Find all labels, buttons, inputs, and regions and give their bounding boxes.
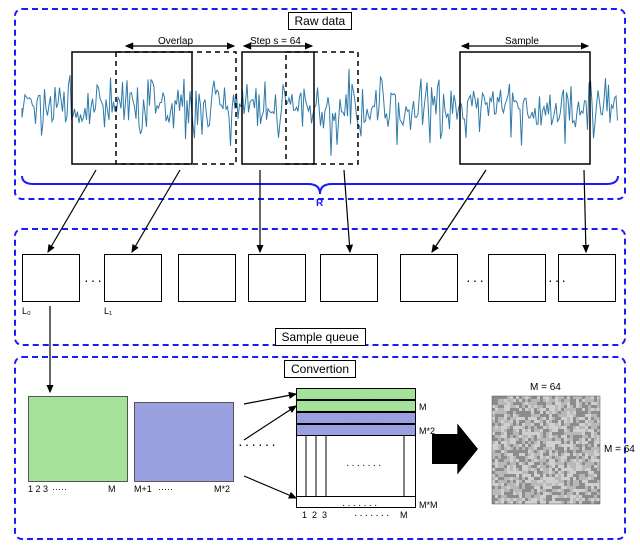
label-m64-side: M = 64 <box>604 444 635 455</box>
matrix-label: M*2 <box>419 426 435 436</box>
series-box <box>134 402 234 482</box>
ellipsis: ······ <box>238 436 278 452</box>
queue-thumb <box>248 254 306 302</box>
chip-raw: Raw data <box>288 12 353 30</box>
queue-thumb <box>104 254 162 302</box>
chip-queue: Sample queue <box>275 328 366 346</box>
series-box <box>28 396 128 482</box>
ellipsis: ··· <box>466 272 486 288</box>
chip-conv: Convertion <box>284 360 356 378</box>
axis-label: M+1 <box>134 484 152 494</box>
ellipsis: ··· <box>548 272 568 288</box>
axis-ellipsis: ····· <box>52 484 67 494</box>
axis-label: 1 2 3 <box>28 484 48 494</box>
axis-label: M*2 <box>214 484 230 494</box>
queue-thumb <box>488 254 546 302</box>
thumb-label: L₀ <box>22 306 31 316</box>
queue-thumb <box>400 254 458 302</box>
matrix-label: M <box>400 510 408 520</box>
ellipsis: ······· <box>346 394 383 405</box>
queue-thumb <box>320 254 378 302</box>
axis-label: M <box>108 484 116 494</box>
matrix-label: M*M <box>419 500 438 510</box>
matrix-label: 2 <box>312 510 317 520</box>
ellipsis: ······· <box>346 418 383 429</box>
axis-ellipsis: ····· <box>158 484 173 494</box>
ellipsis: ······· <box>346 460 383 471</box>
queue-thumb <box>22 254 80 302</box>
matrix-label: M <box>419 402 427 412</box>
label-sample: Sample <box>505 36 539 47</box>
thumb-label: L₁ <box>104 306 112 316</box>
matrix-label: 3 <box>322 510 327 520</box>
label-m64-top: M = 64 <box>530 382 561 393</box>
label-step: Step s = 64 <box>250 36 301 47</box>
matrix-label: 1 <box>302 510 307 520</box>
label-R: R <box>316 198 323 209</box>
ellipsis: ··· <box>84 272 104 288</box>
queue-thumb <box>178 254 236 302</box>
label-overlap: Overlap <box>158 36 193 47</box>
ellipsis: ······· <box>354 510 391 521</box>
